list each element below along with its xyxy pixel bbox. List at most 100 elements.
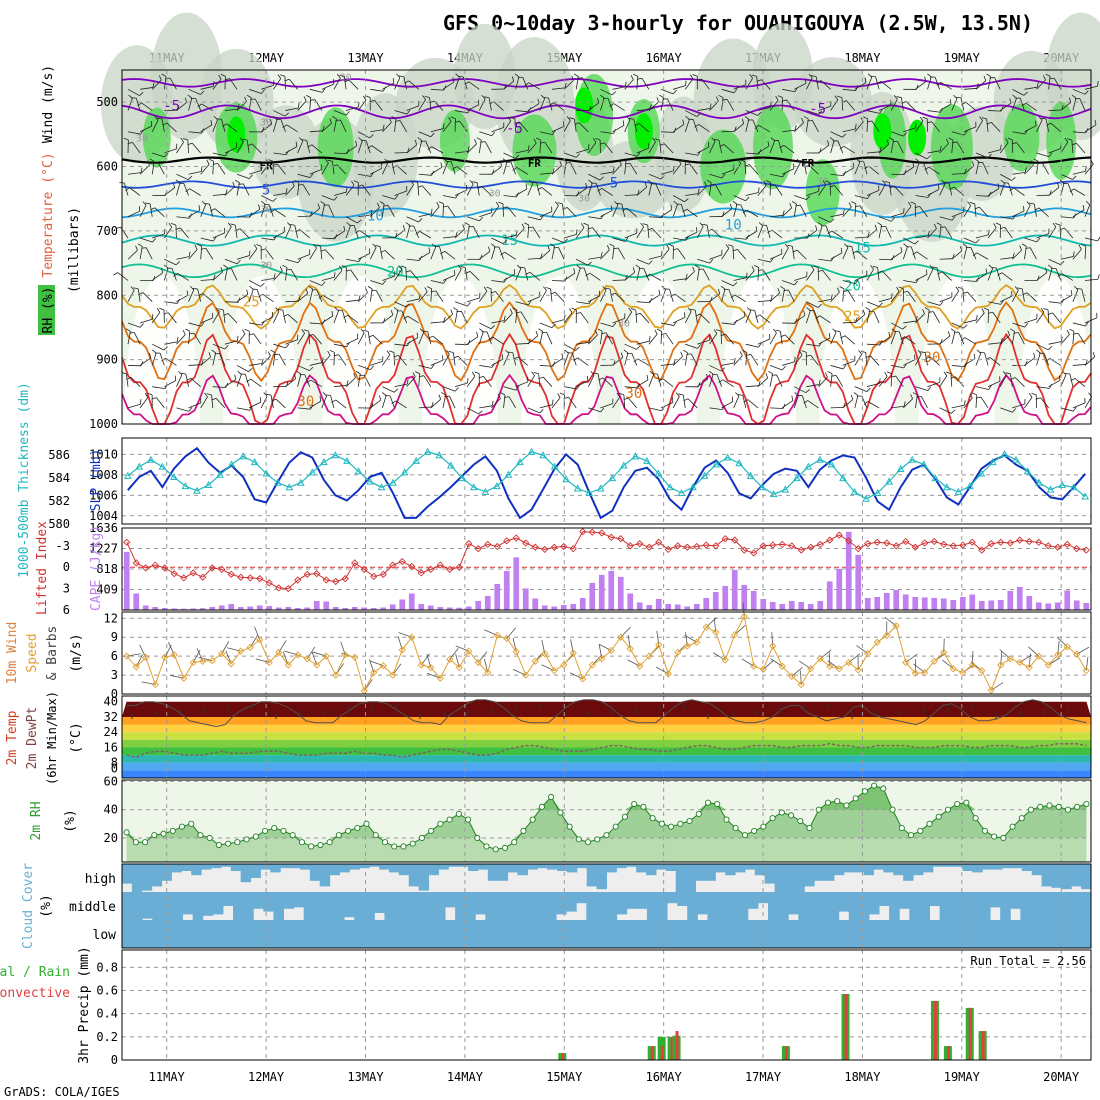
cloud-cell	[818, 920, 830, 948]
wind-barb-flag	[624, 237, 629, 242]
wind-barb	[699, 313, 710, 324]
wind-barb	[1010, 373, 1013, 387]
wind-barb	[139, 246, 143, 260]
cloud-cell	[959, 920, 971, 948]
rh-point	[206, 834, 213, 842]
wind-barb-flag	[1058, 375, 1061, 381]
rh-point	[1037, 803, 1044, 810]
wind-barb	[297, 100, 307, 111]
cloud-cell	[959, 892, 971, 920]
wind-barb	[168, 312, 177, 324]
wind-barb	[861, 395, 868, 409]
temperature-band	[122, 732, 1091, 740]
rh-point	[631, 800, 638, 808]
wind-barb-flag	[687, 307, 692, 312]
chart-title: GFS 0~10day 3-hourly for OUAHIGOUYA (2.5…	[443, 11, 1033, 35]
rh-point	[188, 820, 195, 827]
rh-2m-frame	[121, 779, 1092, 863]
wind-barb	[953, 186, 965, 196]
wind-barb-flag	[1036, 82, 1039, 88]
wind-barb-flag	[1014, 286, 1019, 291]
wind-barb	[1000, 407, 1013, 413]
wind-barb-flag	[756, 79, 762, 82]
wind-barb-flag	[274, 353, 280, 356]
wind-barb-flag	[402, 225, 406, 231]
wind-barb-flag	[150, 207, 156, 211]
wind-barb-flag	[595, 330, 598, 336]
wind-barb	[951, 173, 965, 175]
cloud-cell	[646, 864, 657, 876]
y-tick-label: 800	[96, 288, 118, 302]
wind-barb	[551, 205, 559, 217]
thickness-point	[285, 483, 294, 491]
wind-barb-flag	[551, 323, 556, 329]
wind-barb-flag	[561, 353, 564, 359]
cloud-cell	[1070, 920, 1082, 948]
wind-barb	[996, 267, 1001, 281]
wind-barb-flag	[452, 166, 457, 170]
wind-barb	[696, 226, 704, 239]
wind-barb	[1048, 379, 1061, 388]
wind-barb	[268, 204, 274, 217]
run-total-label: Run Total = 2.56	[970, 954, 1086, 968]
isotherm-label: 10	[367, 208, 384, 224]
wind-barb	[588, 334, 598, 345]
wind-barb	[333, 230, 346, 239]
wind-barb	[251, 143, 262, 154]
wind-barb	[551, 126, 564, 133]
wind-barb	[939, 143, 949, 154]
wind-barb	[588, 407, 601, 413]
lifted-index-point	[465, 540, 473, 548]
cloud-cell	[497, 864, 509, 881]
wind-barb-flag	[810, 265, 815, 271]
wind-barb	[394, 310, 399, 324]
rh-shading	[594, 140, 674, 219]
cloud-cell	[344, 920, 355, 948]
wind-barb	[224, 301, 238, 303]
wind-barb	[200, 237, 214, 242]
wind-barb	[600, 403, 613, 409]
thickness-point	[216, 470, 224, 478]
wind-barb	[649, 273, 662, 281]
wind-barb-flag	[424, 95, 430, 98]
wind-barb-flag	[955, 96, 961, 99]
wind-barb-flag	[173, 273, 178, 277]
wind-barb	[273, 231, 285, 239]
wind-barb	[285, 258, 299, 264]
wind-barb-flag	[474, 371, 480, 375]
wind-barb-flag	[972, 252, 978, 257]
wind-barb	[588, 142, 597, 154]
cloud-cell	[868, 892, 880, 915]
wind-barb-flag	[1092, 352, 1096, 357]
wind-barb-flag	[440, 250, 445, 255]
wind-barb-flag	[684, 198, 689, 203]
cloud-cell	[152, 892, 163, 920]
wind-barb	[498, 246, 504, 260]
wind-barb	[793, 395, 799, 409]
wind-barb	[673, 237, 686, 241]
lifted-index-point	[417, 569, 425, 577]
wind-barb	[1064, 227, 1074, 239]
wind-barb-flag	[692, 74, 698, 77]
thickness-point	[885, 477, 893, 485]
wind-barb	[454, 382, 468, 388]
thickness-point	[631, 452, 640, 460]
wind-barb-flag	[321, 281, 326, 286]
wind-barb-flag	[1085, 321, 1089, 327]
wind-barb-flag	[388, 117, 392, 123]
y-tick-label: 8	[111, 756, 118, 770]
rh-point	[252, 833, 259, 840]
wind-barb-flag	[309, 173, 314, 178]
cape-bar	[142, 605, 149, 610]
wind-barb-flag	[1012, 408, 1017, 413]
cape-bar	[351, 606, 358, 610]
wind-barb	[236, 182, 240, 196]
wind-barb	[309, 208, 320, 218]
wind-barb	[672, 204, 678, 217]
wind-barb	[1060, 334, 1070, 345]
wind-barb	[782, 129, 796, 133]
wind-barb-flag	[398, 265, 403, 270]
wind-barb	[636, 258, 649, 265]
wind-barb	[297, 407, 311, 410]
cloud-cell	[798, 920, 809, 948]
